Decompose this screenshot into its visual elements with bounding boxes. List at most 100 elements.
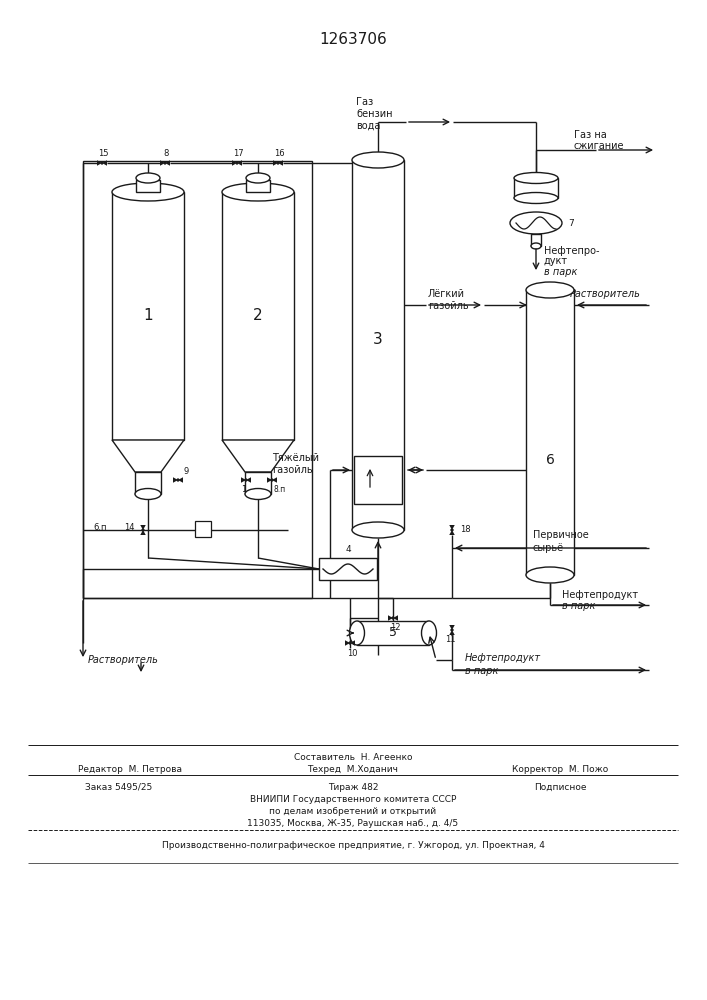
Polygon shape — [178, 477, 183, 483]
Bar — [526, 290, 574, 575]
Text: Нефтепродукт: Нефтепродукт — [465, 653, 541, 663]
Bar — [354, 456, 402, 504]
Ellipse shape — [451, 629, 453, 631]
Text: дукт: дукт — [544, 256, 568, 266]
Text: в парк: в парк — [562, 601, 595, 611]
Text: 10: 10 — [346, 648, 357, 658]
Text: 5: 5 — [389, 626, 397, 640]
Bar — [246, 180, 270, 192]
Ellipse shape — [392, 617, 395, 619]
Polygon shape — [350, 640, 355, 646]
Text: 13: 13 — [240, 485, 251, 493]
Text: Редактор  М. Петрова: Редактор М. Петрова — [78, 766, 182, 774]
Text: по делам изобретений и открытий: по делам изобретений и открытий — [269, 806, 436, 816]
Polygon shape — [267, 477, 272, 483]
Ellipse shape — [164, 162, 166, 164]
Text: 7: 7 — [568, 219, 574, 228]
Ellipse shape — [349, 621, 365, 645]
Text: Заказ 5495/25: Заказ 5495/25 — [85, 782, 152, 792]
Bar — [135, 472, 161, 494]
Text: Растворитель: Растворитель — [88, 655, 159, 665]
Text: Первичное: Первичное — [533, 530, 589, 540]
Text: бензин: бензин — [356, 109, 392, 119]
Text: 14: 14 — [124, 524, 134, 532]
Text: Производственно-полиграфическое предприятие, г. Ужгород, ул. Проектная, 4: Производственно-полиграфическое предприя… — [162, 840, 544, 850]
Ellipse shape — [514, 192, 558, 204]
Ellipse shape — [526, 282, 574, 298]
Text: вода: вода — [356, 121, 380, 131]
Ellipse shape — [141, 529, 144, 531]
Text: сжигание: сжигание — [574, 141, 624, 151]
Ellipse shape — [531, 243, 541, 249]
Polygon shape — [160, 160, 165, 166]
Text: газойль: газойль — [272, 465, 312, 475]
Text: 8.п: 8.п — [274, 485, 286, 493]
Polygon shape — [165, 160, 170, 166]
Text: Корректор  М. Пожо: Корректор М. Пожо — [512, 766, 608, 774]
Bar — [319, 558, 377, 580]
Ellipse shape — [235, 162, 238, 164]
Bar — [112, 192, 184, 440]
Ellipse shape — [352, 522, 404, 538]
Bar — [357, 621, 429, 645]
Bar — [195, 521, 211, 537]
Polygon shape — [112, 440, 184, 472]
Polygon shape — [173, 477, 178, 483]
Polygon shape — [345, 640, 350, 646]
Ellipse shape — [526, 567, 574, 583]
Polygon shape — [449, 525, 455, 530]
Ellipse shape — [136, 173, 160, 183]
Polygon shape — [222, 440, 294, 472]
Bar — [222, 192, 294, 440]
Text: 11: 11 — [445, 636, 455, 645]
Ellipse shape — [246, 173, 270, 183]
Bar — [531, 234, 541, 246]
Ellipse shape — [135, 488, 161, 499]
Text: Растворитель: Растворитель — [570, 289, 641, 299]
Polygon shape — [97, 160, 102, 166]
Ellipse shape — [112, 183, 184, 201]
Polygon shape — [140, 525, 146, 530]
Text: Лёгкий: Лёгкий — [428, 289, 465, 299]
Text: в парк: в парк — [544, 267, 578, 277]
Polygon shape — [273, 160, 278, 166]
Text: 1: 1 — [144, 308, 153, 324]
Polygon shape — [246, 477, 251, 483]
Ellipse shape — [271, 479, 273, 481]
Text: ВНИИПИ Государственного комитета СССР: ВНИИПИ Государственного комитета СССР — [250, 794, 456, 804]
Text: в парк: в парк — [465, 666, 498, 676]
Text: 17: 17 — [233, 149, 243, 158]
Text: Подписное: Подписное — [534, 782, 586, 792]
Polygon shape — [140, 530, 146, 535]
Ellipse shape — [352, 152, 404, 168]
Ellipse shape — [101, 162, 103, 164]
Text: 1263706: 1263706 — [319, 32, 387, 47]
Ellipse shape — [177, 479, 180, 481]
Ellipse shape — [222, 183, 294, 201]
Ellipse shape — [245, 479, 247, 481]
Text: 9: 9 — [183, 468, 189, 477]
Text: Газ: Газ — [356, 97, 373, 107]
Text: 6.п: 6.п — [93, 524, 107, 532]
Text: 15: 15 — [98, 149, 108, 158]
Text: газойль: газойль — [428, 301, 469, 311]
Text: 4: 4 — [345, 546, 351, 554]
Text: 12: 12 — [390, 622, 400, 632]
Polygon shape — [241, 477, 246, 483]
Polygon shape — [232, 160, 237, 166]
Bar — [83, 161, 312, 598]
Text: 18: 18 — [460, 526, 471, 534]
Polygon shape — [449, 630, 455, 635]
Text: 16: 16 — [274, 149, 284, 158]
Text: 113035, Москва, Ж-35, Раушская наб., д. 4/5: 113035, Москва, Ж-35, Раушская наб., д. … — [247, 818, 459, 828]
Polygon shape — [272, 477, 277, 483]
Polygon shape — [388, 615, 393, 621]
Text: сырьё: сырьё — [533, 543, 564, 553]
Text: Техред  М.Хoданич: Техред М.Хoданич — [308, 766, 399, 774]
Bar — [136, 180, 160, 192]
Text: 6: 6 — [546, 453, 554, 467]
Text: Тираж 482: Тираж 482 — [328, 782, 378, 792]
Text: 3: 3 — [373, 332, 383, 348]
Text: 2: 2 — [253, 308, 263, 324]
Text: Газ на: Газ на — [574, 130, 607, 140]
